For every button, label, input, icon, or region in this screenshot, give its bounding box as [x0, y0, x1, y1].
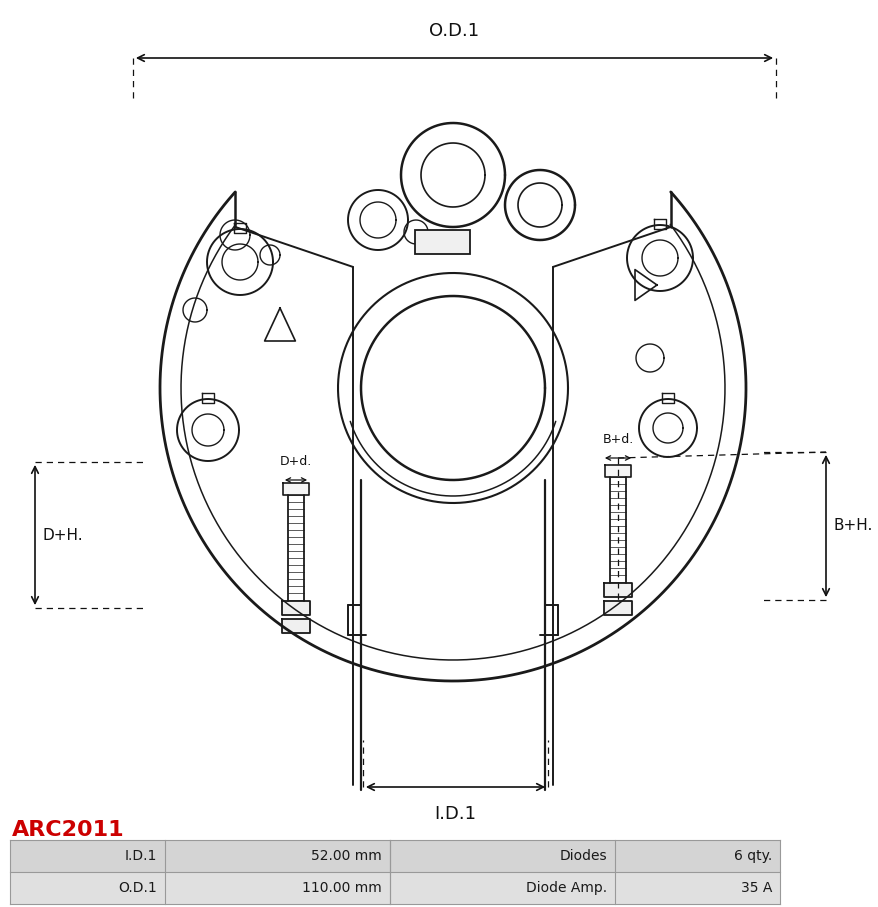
Bar — [390, 840, 615, 872]
Text: ARC2011: ARC2011 — [12, 820, 125, 840]
Text: D+d.: D+d. — [279, 455, 312, 468]
Bar — [10, 872, 165, 904]
Polygon shape — [282, 601, 310, 615]
Text: I.D.1: I.D.1 — [125, 849, 157, 863]
Bar — [615, 840, 779, 872]
Bar — [165, 872, 390, 904]
Text: O.D.1: O.D.1 — [429, 22, 479, 40]
Polygon shape — [661, 393, 673, 403]
Text: Diodes: Diodes — [558, 849, 607, 863]
Text: O.D.1: O.D.1 — [119, 881, 157, 895]
Polygon shape — [234, 223, 246, 233]
Bar — [10, 840, 165, 872]
Text: 110.00 mm: 110.00 mm — [302, 881, 382, 895]
Bar — [414, 230, 470, 254]
Polygon shape — [653, 219, 666, 229]
Text: 6 qty.: 6 qty. — [733, 849, 771, 863]
Text: B+d.: B+d. — [601, 433, 633, 446]
Text: I.D.1: I.D.1 — [434, 805, 476, 823]
Polygon shape — [282, 619, 310, 633]
Polygon shape — [202, 393, 213, 403]
Text: D+H.: D+H. — [43, 528, 83, 542]
Text: Diode Amp.: Diode Amp. — [525, 881, 607, 895]
Bar — [615, 872, 779, 904]
Bar — [390, 872, 615, 904]
Text: 35 A: 35 A — [740, 881, 771, 895]
Bar — [165, 840, 390, 872]
Text: B+H.: B+H. — [833, 519, 873, 533]
Polygon shape — [603, 601, 631, 615]
Polygon shape — [603, 583, 631, 597]
Polygon shape — [283, 483, 309, 495]
Polygon shape — [604, 465, 630, 477]
Text: 52.00 mm: 52.00 mm — [311, 849, 382, 863]
